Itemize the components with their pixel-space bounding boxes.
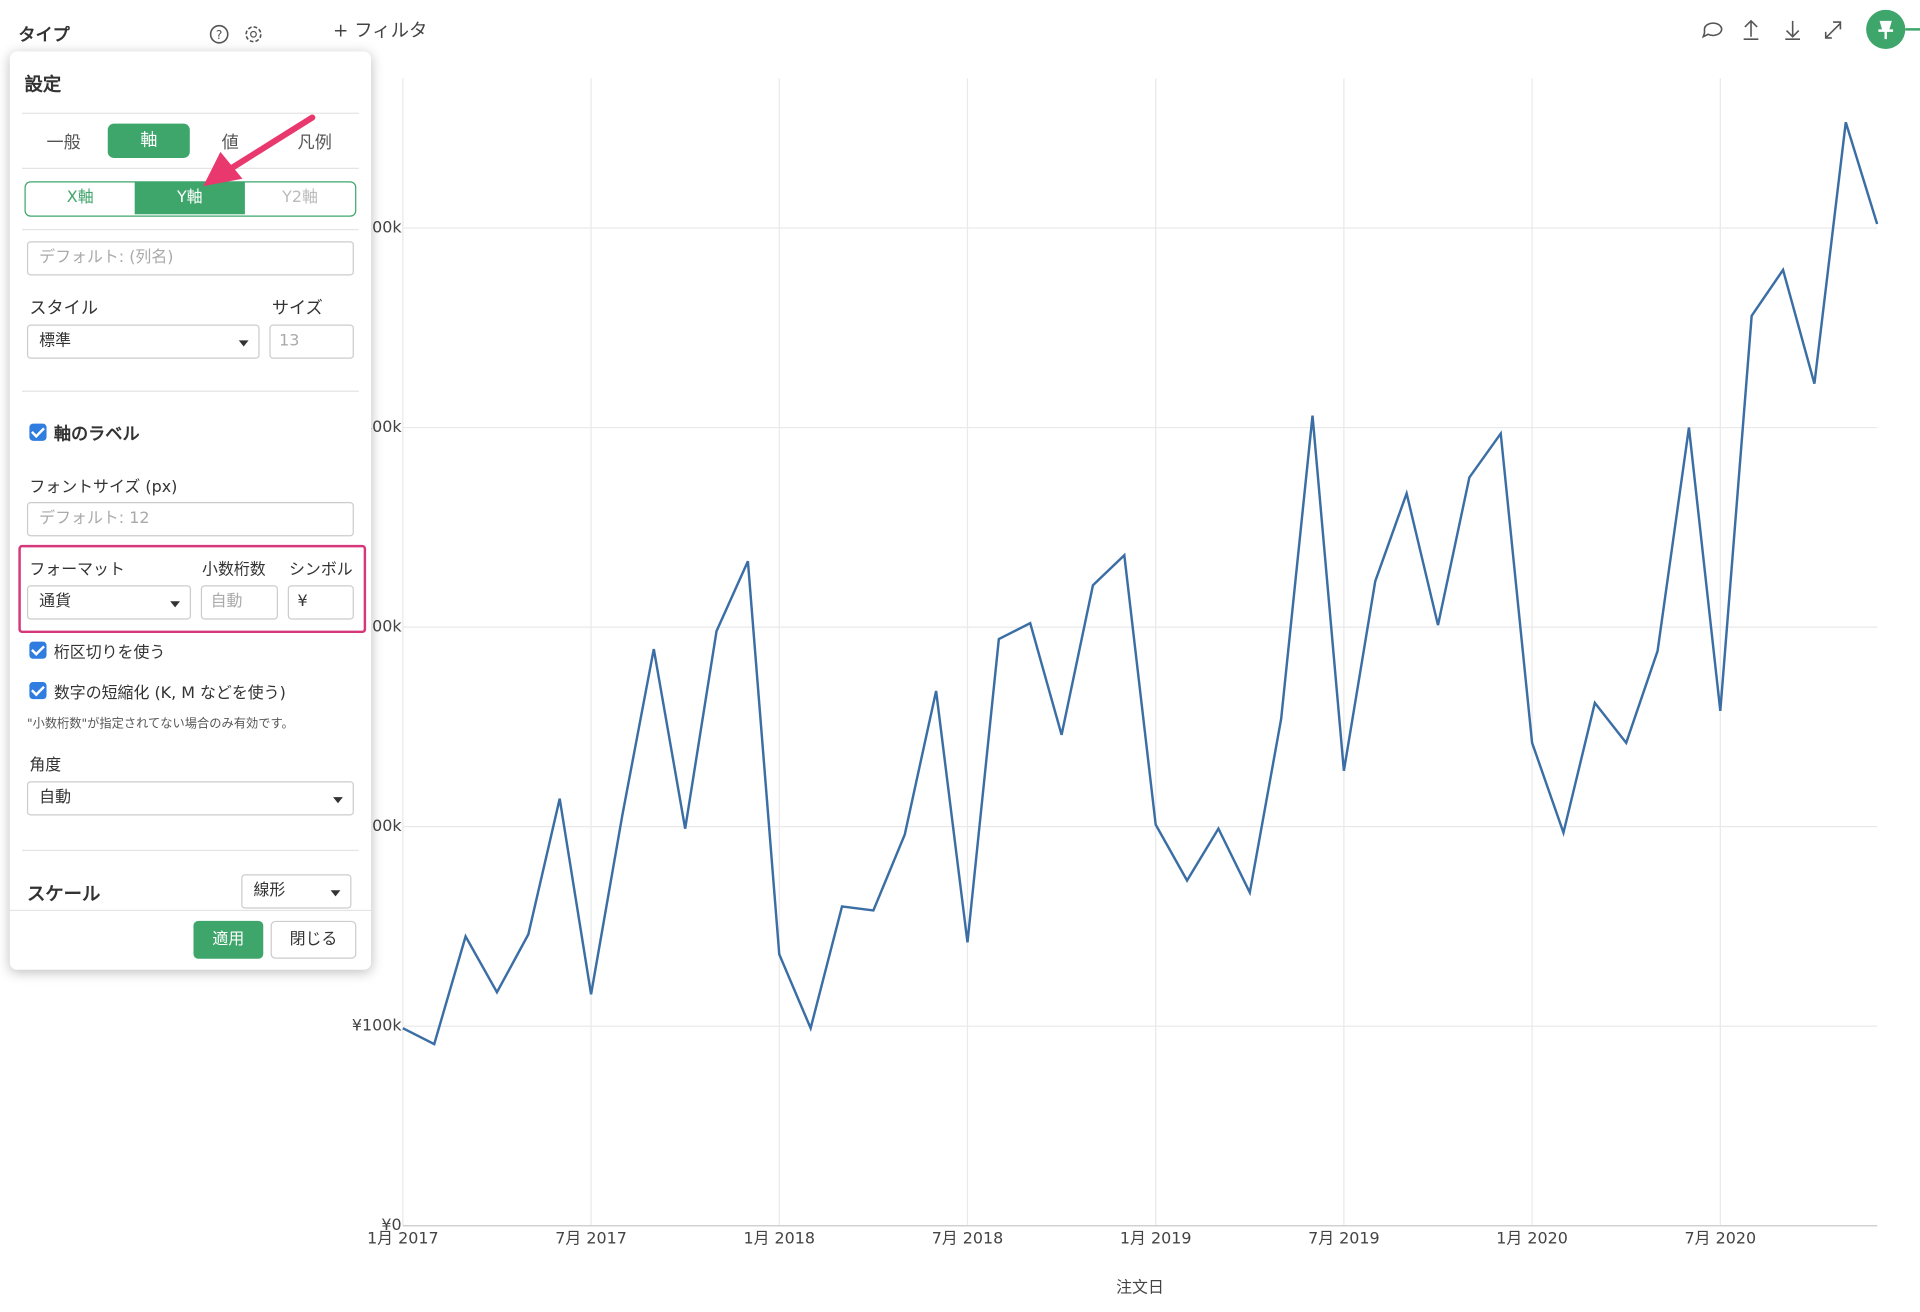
x-tick-label: 1月 2018 [743, 1229, 815, 1248]
font-size-input[interactable]: デフォルト: 12 [26, 502, 354, 537]
font-size-label: フォントサイズ (px) [29, 478, 178, 498]
title-input[interactable]: デフォルト: (列名) [26, 241, 354, 276]
svg-text:?: ? [216, 28, 222, 42]
x-tick-label: 7月 2019 [1308, 1229, 1380, 1248]
toolbar-icons[interactable] [1696, 9, 1920, 52]
note: "小数桁数"が指定されてない場合のみ有効です。 [26, 717, 294, 732]
style-label: スタイル [29, 298, 98, 319]
x-tick-label: 7月 2018 [932, 1229, 1004, 1248]
decimals-label: 小数桁数 [202, 560, 266, 580]
axis-tab-disabled[interactable]: Y2軸 [282, 188, 318, 207]
symbol-label: シンボル [288, 560, 353, 580]
angle-label: 角度 [29, 756, 62, 776]
divider [9, 909, 372, 912]
x-tick-label: 7月 2017 [555, 1229, 627, 1248]
symbol-input[interactable]: ¥ [287, 585, 354, 620]
divider [22, 112, 359, 114]
tab[interactable]: 一般 [46, 133, 81, 154]
axis-tab-active[interactable]: Y軸 [134, 182, 245, 215]
divider [22, 228, 359, 231]
tab[interactable]: 凡例 [297, 133, 332, 154]
checkbox[interactable] [29, 641, 47, 659]
tab[interactable]: 値 [221, 133, 239, 154]
checkbox[interactable] [29, 682, 47, 700]
separator-checkbox: 桁区切りを使う [53, 644, 166, 663]
y-tick-label: ¥0 [381, 1215, 401, 1234]
x-axis-title: 注文日 [1116, 1278, 1164, 1297]
axis-label-checkbox: 軸のラベル [53, 424, 140, 445]
x-tick-label: 1月 2017 [367, 1229, 439, 1248]
divider [22, 167, 359, 169]
scale-label: スケール [26, 882, 101, 905]
format-select[interactable]: 通貨 [26, 585, 192, 620]
size-input[interactable]: 13 [269, 324, 354, 359]
checkbox[interactable] [29, 423, 47, 441]
angle-select[interactable]: 自動 [26, 781, 354, 816]
type-label: タイプ [18, 25, 70, 46]
axis-switch: X軸 Y軸 Y2軸 [24, 181, 357, 217]
style-select[interactable]: 標準 [26, 324, 260, 359]
highlight-box [18, 544, 367, 634]
settings-panel: 設定 一般 軸 値 凡例 X軸 Y軸 Y2軸 デフォルト: (列名) スタイル … [9, 51, 372, 970]
scale-select[interactable]: 線形 [241, 874, 352, 909]
abbreviate-checkbox: 数字の短縮化 (K, M などを使う) [53, 684, 286, 703]
format-label: フォーマット [29, 560, 125, 580]
x-tick-label: 7月 2020 [1685, 1229, 1757, 1248]
divider [22, 849, 359, 852]
divider [22, 390, 359, 392]
size-label: サイズ [271, 298, 323, 319]
close-button[interactable]: 閉じる [270, 920, 357, 959]
line-series [402, 121, 1879, 1046]
help-settings-icons[interactable]: ? [206, 21, 270, 48]
apply-button[interactable]: 適用 [193, 920, 264, 959]
x-tick-label: 1月 2019 [1120, 1229, 1192, 1248]
axis-tab[interactable]: X軸 [66, 188, 94, 207]
decimals-input[interactable]: 自動 [200, 585, 278, 620]
tab-active[interactable]: 軸 [107, 123, 190, 158]
panel-title: 設定 [24, 73, 62, 96]
add-filter[interactable]: + フィルタ [333, 19, 428, 42]
x-tick-label: 1月 2020 [1496, 1229, 1568, 1248]
y-tick-label: ¥100k [352, 1016, 402, 1035]
